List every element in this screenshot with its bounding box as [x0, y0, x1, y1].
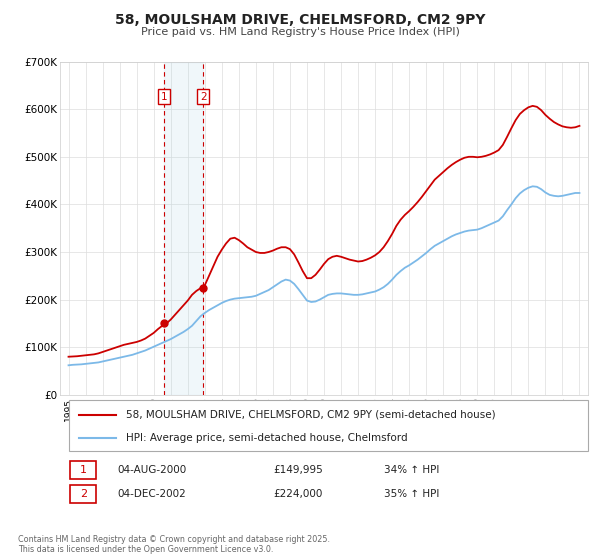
- Text: 1: 1: [80, 465, 87, 475]
- FancyBboxPatch shape: [70, 461, 97, 479]
- Text: 04-DEC-2002: 04-DEC-2002: [117, 489, 186, 499]
- Text: £149,995: £149,995: [273, 465, 323, 475]
- FancyBboxPatch shape: [70, 485, 97, 503]
- Text: 1: 1: [160, 92, 167, 101]
- Bar: [164, 62, 203, 395]
- Text: Contains HM Land Registry data © Crown copyright and database right 2025.
This d: Contains HM Land Registry data © Crown c…: [18, 535, 330, 554]
- FancyBboxPatch shape: [69, 400, 588, 451]
- Text: 2: 2: [200, 92, 207, 101]
- Text: 2: 2: [80, 489, 87, 499]
- Text: 58, MOULSHAM DRIVE, CHELMSFORD, CM2 9PY (semi-detached house): 58, MOULSHAM DRIVE, CHELMSFORD, CM2 9PY …: [126, 409, 496, 419]
- Text: 04-AUG-2000: 04-AUG-2000: [117, 465, 186, 475]
- Text: £224,000: £224,000: [273, 489, 322, 499]
- Text: 58, MOULSHAM DRIVE, CHELMSFORD, CM2 9PY: 58, MOULSHAM DRIVE, CHELMSFORD, CM2 9PY: [115, 13, 485, 27]
- Text: 34% ↑ HPI: 34% ↑ HPI: [384, 465, 439, 475]
- Text: 35% ↑ HPI: 35% ↑ HPI: [384, 489, 439, 499]
- Text: Price paid vs. HM Land Registry's House Price Index (HPI): Price paid vs. HM Land Registry's House …: [140, 27, 460, 38]
- Text: HPI: Average price, semi-detached house, Chelmsford: HPI: Average price, semi-detached house,…: [126, 433, 408, 443]
